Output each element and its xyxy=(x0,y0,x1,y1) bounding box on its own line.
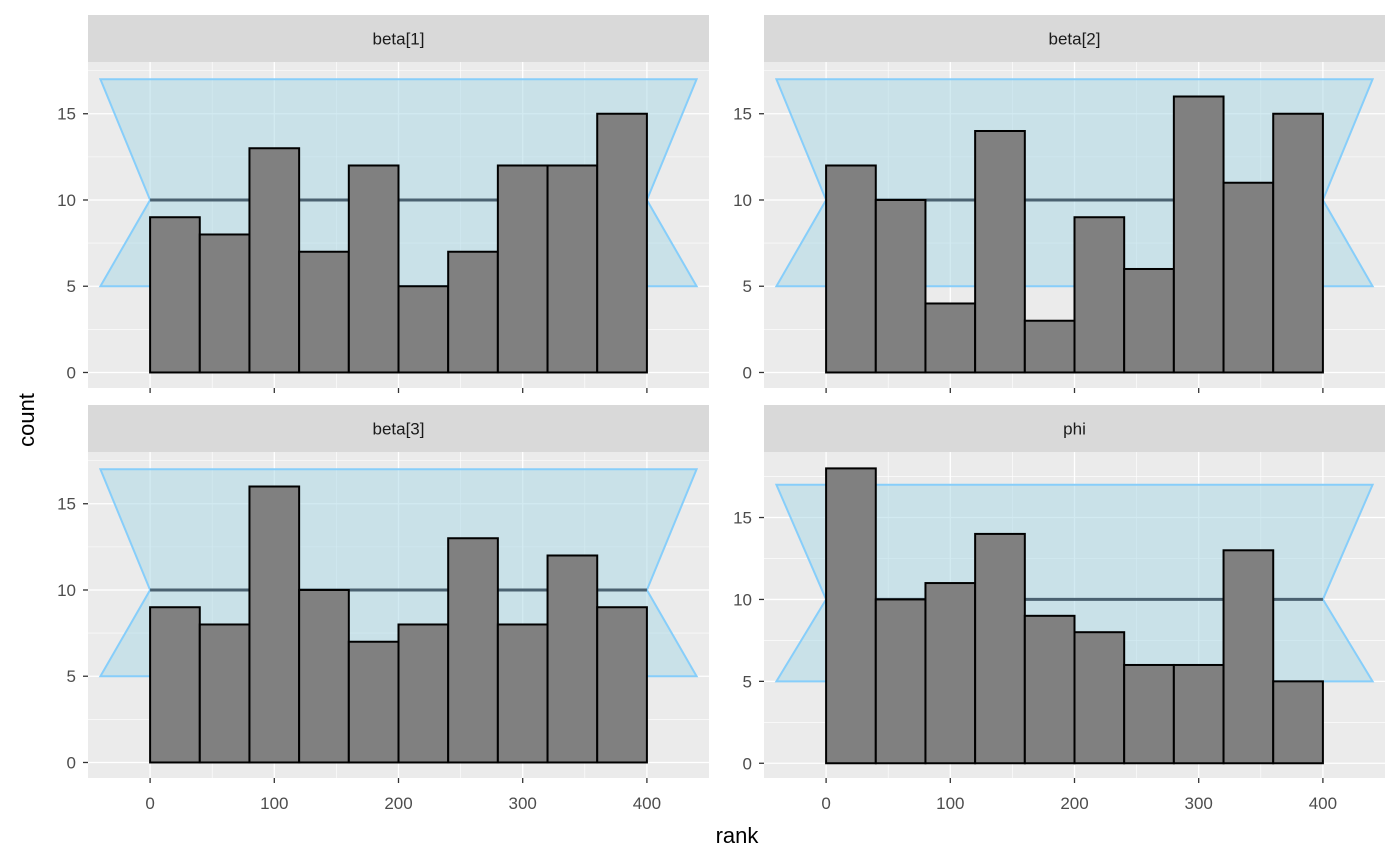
y-tick-label: 5 xyxy=(743,672,752,691)
facet-strip xyxy=(764,15,1385,62)
y-tick-label: 5 xyxy=(67,277,76,296)
facet-panel-1: beta[1] 0 5 10 15 xyxy=(57,15,709,393)
facet-strip xyxy=(88,15,709,62)
histogram-bar xyxy=(874,598,927,765)
x-tick-label: 300 xyxy=(509,794,537,813)
facet-panels: beta[1] 0 5 10 15 beta[2] 0 5 10 15 beta[3] 0 5 10 15 0… xyxy=(57,15,1385,813)
histogram-bar xyxy=(596,606,648,764)
histogram-bar xyxy=(546,554,599,764)
histogram-bar xyxy=(596,112,648,374)
histogram-bar xyxy=(546,164,599,374)
histogram-bar xyxy=(397,285,450,374)
histogram-bar xyxy=(198,623,251,764)
x-tick-label: 300 xyxy=(1185,794,1213,813)
histogram-bar xyxy=(924,582,977,765)
histogram-bar xyxy=(347,640,400,764)
y-tick-label: 0 xyxy=(743,754,752,773)
histogram-bar xyxy=(1222,549,1275,765)
histogram-bar xyxy=(447,250,499,374)
histogram-bar xyxy=(496,623,549,764)
histogram-bar xyxy=(924,302,977,374)
histogram-bar xyxy=(1222,181,1275,374)
histogram-bar xyxy=(825,467,877,765)
y-tick-label: 0 xyxy=(743,363,752,382)
histogram-bar xyxy=(1023,319,1076,374)
histogram-bar xyxy=(1023,614,1076,765)
y-tick-label: 10 xyxy=(57,191,76,210)
histogram-bar xyxy=(447,537,499,764)
y-tick-label: 15 xyxy=(733,105,752,124)
histogram-bar xyxy=(298,250,350,374)
y-tick-label: 10 xyxy=(57,581,76,600)
x-tick-label: 400 xyxy=(633,794,661,813)
histogram-bar xyxy=(496,164,549,374)
histogram-bar xyxy=(1123,267,1175,374)
x-tick-label: 200 xyxy=(384,794,412,813)
histogram-bar xyxy=(298,588,350,764)
y-tick-label: 0 xyxy=(67,363,76,382)
y-tick-label: 0 xyxy=(67,753,76,772)
y-tick-label: 10 xyxy=(733,191,752,210)
facet-strip-label: beta[3] xyxy=(373,420,425,439)
facet-strip-label: phi xyxy=(1063,420,1086,439)
histogram-bar xyxy=(874,198,927,374)
y-axis-title: count xyxy=(14,393,39,447)
facet-strip xyxy=(764,405,1385,452)
x-tick-label: 400 xyxy=(1309,794,1337,813)
histogram-bar xyxy=(149,606,201,764)
y-tick-label: 10 xyxy=(733,590,752,609)
facet-strip-label: beta[2] xyxy=(1049,30,1101,49)
histogram-bar xyxy=(1073,216,1126,374)
facet-panel-3: beta[3] 0 5 10 15 0 100 200 300 400 xyxy=(57,405,709,813)
facet-panel-2: beta[2] 0 5 10 15 xyxy=(733,15,1385,393)
histogram-bar xyxy=(1272,112,1324,374)
histogram-bar xyxy=(974,532,1026,765)
facet-strip-label: beta[1] xyxy=(373,30,425,49)
y-tick-label: 15 xyxy=(733,509,752,528)
y-tick-label: 15 xyxy=(57,495,76,514)
x-tick-label: 100 xyxy=(260,794,288,813)
facet-strip xyxy=(88,405,709,452)
x-tick-label: 0 xyxy=(821,794,830,813)
x-tick-label: 100 xyxy=(936,794,964,813)
histogram-bar xyxy=(974,129,1026,374)
histogram-bar xyxy=(149,216,201,374)
histogram-bar xyxy=(397,623,450,764)
x-axis-title: rank xyxy=(716,823,760,848)
y-tick-label: 15 xyxy=(57,105,76,124)
histogram-bar xyxy=(1123,663,1175,765)
histogram-bar xyxy=(1073,631,1126,765)
histogram-bar xyxy=(825,164,877,374)
y-tick-label: 5 xyxy=(67,667,76,686)
x-tick-label: 200 xyxy=(1060,794,1088,813)
histogram-bar xyxy=(347,164,400,374)
y-tick-label: 5 xyxy=(743,277,752,296)
histogram-bar xyxy=(248,485,301,764)
x-tick-label: 0 xyxy=(145,794,154,813)
histogram-bar xyxy=(1272,680,1324,765)
histogram-bar xyxy=(198,233,251,374)
histogram-bar xyxy=(248,147,301,374)
histogram-bar xyxy=(1172,95,1225,374)
histogram-bar xyxy=(1172,663,1225,765)
facet-panel-4: phi 0 5 10 15 0 100 200 300 400 xyxy=(733,405,1385,813)
